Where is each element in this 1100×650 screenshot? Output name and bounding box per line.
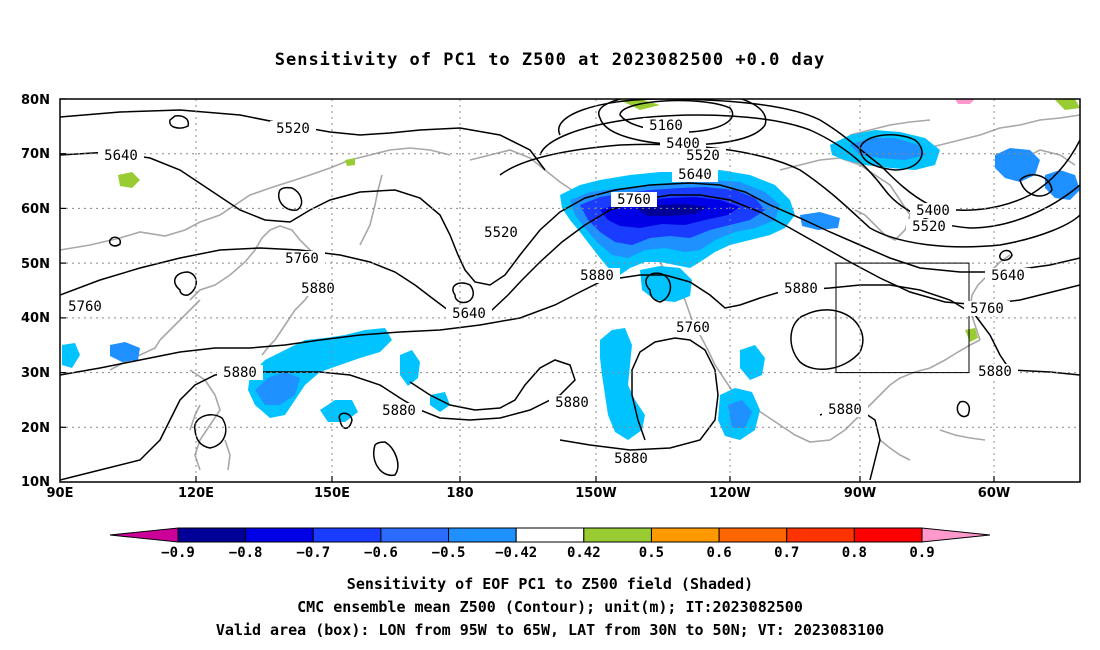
- colorbar-label: −0.6: [364, 545, 398, 561]
- contour-label: 5760: [617, 192, 651, 208]
- contour-label: 5880: [555, 395, 589, 411]
- colorbar-label: −0.42: [495, 545, 537, 561]
- plot-title: Sensitivity of PC1 to Z500 at 2023082500…: [274, 50, 826, 70]
- longitude-labels: 90E 120E 150E 180 150W 120W 90W 60W: [47, 486, 1011, 501]
- contour-label: 5520: [686, 148, 720, 164]
- lat-label: 30N: [21, 366, 50, 381]
- lon-label: 120W: [709, 486, 750, 501]
- contour-label: 5640: [452, 306, 486, 322]
- footer-line-1: Sensitivity of EOF PC1 to Z500 field (Sh…: [346, 575, 754, 593]
- lon-label: 60W: [978, 486, 1010, 501]
- lat-label: 50N: [21, 257, 50, 272]
- lon-label: 180: [446, 486, 473, 501]
- contour-label: 5160: [649, 118, 683, 134]
- footer-line-2: CMC ensemble mean Z500 (Contour); unit(m…: [297, 598, 803, 616]
- contour-label: 5880: [828, 402, 862, 418]
- colorbar-cell: [245, 527, 314, 543]
- colorbar-cell: [448, 527, 517, 543]
- coastlines: [60, 114, 1080, 471]
- colorbar-label: 0.42: [567, 545, 601, 561]
- colorbar-cell: [718, 527, 788, 543]
- contour-label: 5760: [970, 301, 1004, 317]
- lat-label: 10N: [21, 475, 50, 490]
- contour-label: 5880: [382, 403, 416, 419]
- colorbar-cell: [853, 527, 923, 543]
- contour-label: 5640: [678, 167, 712, 183]
- lon-label: 90E: [47, 486, 74, 501]
- contour-label: 5760: [285, 251, 319, 267]
- colorbar-label: 0.6: [706, 545, 731, 561]
- contour-label: 5760: [676, 320, 710, 336]
- contour-label: 5880: [580, 268, 614, 284]
- colorbar-cell: [650, 527, 720, 543]
- footer-line-3: Valid area (box): LON from 95W to 65W, L…: [215, 621, 885, 639]
- lat-label: 40N: [21, 311, 50, 326]
- colorbar-cell: [515, 527, 585, 543]
- contour-label: 5640: [991, 268, 1025, 284]
- contour-label: 5880: [614, 451, 648, 467]
- lat-label: 60N: [21, 202, 50, 217]
- colorbar-cell: [583, 527, 652, 543]
- contour-label: 5880: [784, 281, 818, 297]
- lon-label: 150E: [314, 486, 350, 501]
- colorbar-label: 0.5: [639, 545, 664, 561]
- lon-label: 90W: [844, 486, 876, 501]
- colorbar-cell: [177, 527, 247, 543]
- contour-label: 5640: [104, 148, 138, 164]
- contour-label: 5880: [223, 365, 257, 381]
- contour-label: 5880: [978, 364, 1012, 380]
- contour-label: 5400: [916, 203, 950, 219]
- colorbar: −0.9 −0.8 −0.7 −0.6 −0.5 −0.42 0.42 0.5 0.6 0.7 0.…: [109, 527, 991, 561]
- lat-label: 70N: [21, 147, 50, 162]
- colorbar-label: 0.9: [909, 545, 934, 561]
- lat-label: 80N: [21, 93, 50, 108]
- lon-label: 120E: [178, 486, 214, 501]
- map-border: [59, 98, 1081, 483]
- colorbar-label: 0.7: [774, 545, 799, 561]
- colorbar-low-triangle: [109, 527, 179, 543]
- contour-label: 5520: [912, 219, 946, 235]
- latitude-labels: 80N 70N 60N 50N 40N 30N 20N 10N: [21, 93, 50, 490]
- contour-label: 5520: [484, 225, 518, 241]
- lat-label: 20N: [21, 421, 50, 436]
- colorbar-cell: [312, 527, 382, 543]
- contour-labels: 5520 5640 5160 5400 5520 5640 5760 5520 …: [62, 118, 1031, 467]
- colorbar-label: −0.9: [161, 545, 195, 561]
- colorbar-label: −0.7: [296, 545, 330, 561]
- colorbar-cell: [380, 527, 450, 543]
- contour-label: 5760: [68, 299, 102, 315]
- colorbar-high-triangle: [921, 527, 991, 543]
- lon-label: 150W: [575, 486, 616, 501]
- contour-label: 5520: [276, 121, 310, 137]
- valid-area-box: [835, 262, 970, 374]
- contour-label: 5880: [301, 281, 335, 297]
- colorbar-label: 0.8: [842, 545, 867, 561]
- colorbar-cell: [786, 527, 855, 543]
- colorbar-label: −0.5: [432, 545, 466, 561]
- colorbar-label: −0.8: [229, 545, 263, 561]
